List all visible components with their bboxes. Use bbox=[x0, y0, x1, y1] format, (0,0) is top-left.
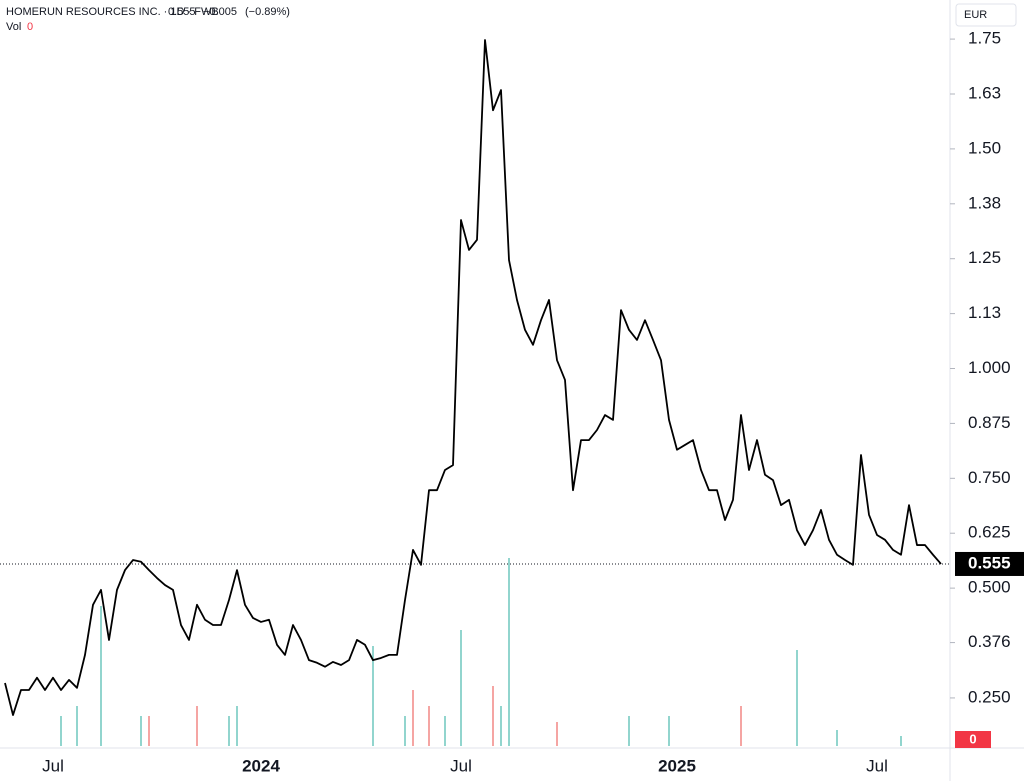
volume-bar bbox=[900, 736, 902, 746]
y-tick-label: 0.250 bbox=[968, 687, 1011, 706]
volume-bar bbox=[740, 706, 742, 746]
x-tick-label: Jul bbox=[866, 756, 888, 775]
last-price-label: 0.555 bbox=[968, 553, 1011, 572]
volume-bar bbox=[796, 650, 798, 746]
price-line bbox=[4, 39, 942, 716]
volume-title: Vol bbox=[6, 21, 21, 33]
volume-bar bbox=[412, 690, 414, 746]
volume-bar bbox=[236, 706, 238, 746]
volume-bar bbox=[500, 706, 502, 746]
volume-bar bbox=[668, 716, 670, 746]
y-tick-label: 1.000 bbox=[968, 358, 1011, 377]
volume-bar bbox=[404, 716, 406, 746]
volume-value: 0 bbox=[27, 21, 33, 33]
y-tick-label: 0.625 bbox=[968, 523, 1011, 542]
y-tick-label: 1.75 bbox=[968, 29, 1001, 48]
volume-bar bbox=[228, 716, 230, 746]
y-tick-label: 1.13 bbox=[968, 303, 1001, 322]
volume-bar bbox=[76, 706, 78, 746]
x-tick-label: 2024 bbox=[242, 756, 280, 775]
volume-axis-label: 0 bbox=[969, 731, 976, 746]
volume-axis-box bbox=[955, 731, 991, 748]
x-tick-label: 2025 bbox=[658, 756, 696, 775]
volume-bar bbox=[60, 716, 62, 746]
currency-box[interactable] bbox=[955, 3, 1017, 27]
y-tick-label: 0.500 bbox=[968, 578, 1011, 597]
volume-bar bbox=[508, 558, 510, 746]
volume-bar bbox=[492, 686, 494, 746]
change-pct: (−0.89%) bbox=[245, 6, 290, 18]
last-price-box bbox=[955, 551, 1024, 576]
x-tick-label: Jul bbox=[42, 756, 64, 775]
volume-bar bbox=[140, 716, 142, 746]
volume-bar bbox=[196, 706, 198, 746]
y-tick-label: 0.376 bbox=[968, 632, 1011, 651]
y-tick-label: 1.38 bbox=[968, 193, 1001, 212]
chart-title: HOMERUN RESOURCES INC. · 1D · FWB bbox=[6, 6, 219, 18]
change: −0.005 bbox=[203, 6, 237, 18]
y-tick-label: 0.750 bbox=[968, 468, 1011, 487]
volume-bar bbox=[460, 630, 462, 746]
y-tick-label: 1.50 bbox=[968, 138, 1001, 157]
volume-bar bbox=[836, 730, 838, 746]
x-tick-label: Jul bbox=[450, 756, 472, 775]
y-tick-label: 0.875 bbox=[968, 413, 1011, 432]
volume-bar bbox=[444, 716, 446, 746]
y-tick-label: 1.25 bbox=[968, 248, 1001, 267]
y-tick-label: 1.63 bbox=[968, 83, 1001, 102]
currency[interactable]: EUR bbox=[964, 9, 987, 21]
volume-bar bbox=[372, 646, 374, 746]
volume-bar bbox=[556, 722, 558, 746]
last-price: 0.555 bbox=[168, 6, 196, 18]
volume-bar bbox=[428, 706, 430, 746]
volume-bar bbox=[148, 716, 150, 746]
volume-bar bbox=[100, 606, 102, 746]
volume-bar bbox=[628, 716, 630, 746]
